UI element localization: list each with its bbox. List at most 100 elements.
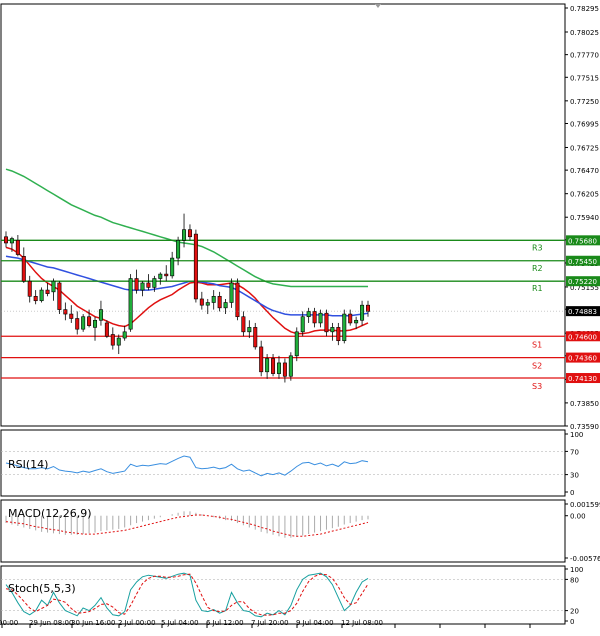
macd-tick-label: 0.001599: [570, 501, 600, 509]
candle-body: [15, 240, 20, 255]
candle-body: [306, 311, 311, 318]
price-tick-label: 0.75155: [570, 284, 599, 292]
candle-body: [116, 337, 121, 346]
price-tick-label: 0.76995: [570, 120, 599, 128]
level-price-label: 0.75220: [568, 278, 597, 286]
price-tick-label: 0.76725: [570, 144, 599, 152]
stoch-d-line: [5, 573, 369, 616]
rsi-line: [5, 455, 369, 477]
level-price-box: [566, 352, 600, 363]
stoch-k-line: [5, 572, 369, 618]
stoch-tick-label: 80: [570, 576, 579, 584]
price-tick-label: 0.77250: [570, 98, 599, 106]
time-tick-label: 6 Jul 12:00: [206, 619, 244, 627]
level-name-s3: S3: [532, 382, 542, 391]
price-tick-label: 0.78025: [570, 29, 599, 37]
candle-body: [342, 313, 347, 342]
candle-body: [288, 355, 293, 377]
time-tick-label: 2 Jul 00:00: [118, 619, 156, 627]
candle-body: [93, 319, 98, 328]
rsi-title: RSI(14): [8, 458, 48, 471]
level-price-label: 0.75680: [568, 237, 597, 245]
macd-tick-label: -0.005765: [570, 555, 600, 563]
candle-body: [146, 282, 151, 288]
candle-body: [39, 289, 44, 302]
price-tick-label: 0.75940: [570, 214, 599, 222]
time-tick-label: 00:00: [0, 619, 18, 627]
candle-body: [110, 334, 115, 346]
candle-body: [128, 278, 133, 330]
stoch-tick-label: 20: [570, 608, 579, 616]
candle-body: [199, 298, 204, 306]
level-name-r3: R3: [532, 243, 543, 252]
level-name-r2: R2: [532, 264, 543, 273]
candle-body: [4, 236, 9, 244]
price-tick-label: 0.73850: [570, 400, 599, 408]
price-tick-label: 0.77515: [570, 74, 599, 82]
price-tick-label: 0.73590: [570, 423, 599, 431]
candle-body: [21, 256, 26, 282]
current-price-box: [566, 306, 600, 317]
candle-body: [330, 327, 335, 333]
candle-body: [354, 319, 359, 324]
scroll-marker-icon: [375, 4, 381, 8]
candle-body: [271, 358, 276, 374]
candle-body: [87, 316, 92, 326]
candle-body: [265, 358, 270, 373]
candle-body: [122, 331, 127, 339]
price-tick-label: 0.77770: [570, 52, 599, 60]
indicator-panel-0: [0, 429, 566, 497]
candle-body: [348, 313, 353, 324]
candle-body: [176, 240, 181, 259]
candle-body: [134, 278, 139, 291]
level-price-label: 0.74360: [568, 355, 597, 363]
price-tick-label: 0.76470: [570, 167, 599, 175]
time-tick-label: 7 Jul 20:00: [251, 619, 289, 627]
stoch-title: Stoch(5,5,3): [8, 582, 76, 595]
price-tick-label: 0.78295: [570, 5, 599, 13]
candle-body: [235, 282, 240, 318]
candle-body: [324, 312, 329, 333]
level-price-box: [566, 373, 600, 384]
candle-body: [57, 282, 62, 310]
macd-title: MACD(12,26,9): [8, 507, 92, 520]
candle-body: [187, 229, 192, 238]
macd-tick-label: 0.00: [570, 513, 586, 521]
price-tick-label: 0.76205: [570, 191, 599, 199]
time-tick-label: 29 Jun 08:00: [29, 619, 73, 627]
candle-body: [211, 295, 216, 303]
candle-body: [164, 273, 169, 277]
moving-average-line-0: [5, 246, 369, 335]
candle-body: [33, 295, 38, 302]
candle-body: [75, 318, 80, 330]
candle-body: [205, 302, 210, 306]
current-price-label: 0.74883: [568, 308, 597, 316]
level-price-label: 0.74130: [568, 375, 597, 383]
macd-signal-line: [5, 514, 369, 537]
candle-body: [98, 309, 103, 321]
level-price-box: [566, 331, 600, 342]
candle-body: [223, 302, 228, 309]
indicator-panel-2: [0, 565, 566, 625]
time-tick-label: 12 Jul 08:00: [341, 619, 383, 627]
level-price-box: [566, 235, 600, 246]
candle-body: [336, 327, 341, 342]
candle-body: [9, 238, 14, 244]
level-price-box: [566, 276, 600, 287]
stoch-tick-label: 100: [570, 566, 583, 574]
level-price-box: [566, 255, 600, 266]
candle-body: [259, 346, 264, 373]
candle-body: [182, 229, 187, 241]
candle-body: [247, 327, 252, 333]
candle-body: [312, 311, 317, 324]
candle-body: [318, 312, 323, 324]
candle-body: [140, 282, 145, 291]
candle-body: [51, 280, 56, 293]
candle-body: [300, 316, 305, 333]
candle-body: [360, 304, 365, 321]
candle-body: [294, 331, 299, 357]
candle-body: [45, 289, 50, 294]
candle-body: [253, 327, 258, 348]
stoch-tick-label: 0: [570, 618, 574, 626]
